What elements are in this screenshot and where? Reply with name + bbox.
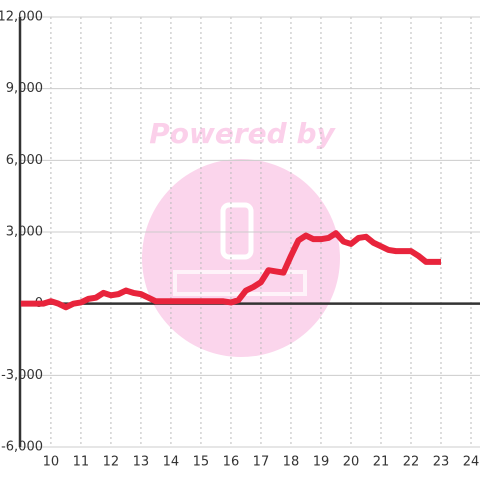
x-tick-label: 16 [223,455,240,470]
x-tick-label: 20 [343,455,360,470]
y-tick-label: 9,000 [6,81,43,96]
x-tick-label: 10 [43,455,60,470]
x-tick-label: 18 [283,455,300,470]
x-tick-label: 11 [73,455,90,470]
x-tick-label: 24 [463,455,480,470]
x-tick-label: 22 [403,455,420,470]
x-tick-label: 23 [433,455,450,470]
x-tick-label: 21 [373,455,390,470]
y-tick-label: 6,000 [6,153,43,168]
x-tick-label: 13 [133,455,150,470]
x-tick-label: 19 [313,455,330,470]
x-tick-label: 17 [253,455,270,470]
x-tick-label: 12 [103,455,120,470]
y-tick-label: 12,000 [0,10,43,25]
watermark-text: Powered by [149,117,336,150]
data-line [20,230,441,311]
x-tick-label: 15 [193,455,210,470]
watermark-logo [220,202,254,260]
x-tick-label: 14 [163,455,180,470]
y-tick-label: -6,000 [1,440,43,455]
y-tick-label: 3,000 [6,225,43,240]
y-tick-label: -3,000 [1,368,43,383]
